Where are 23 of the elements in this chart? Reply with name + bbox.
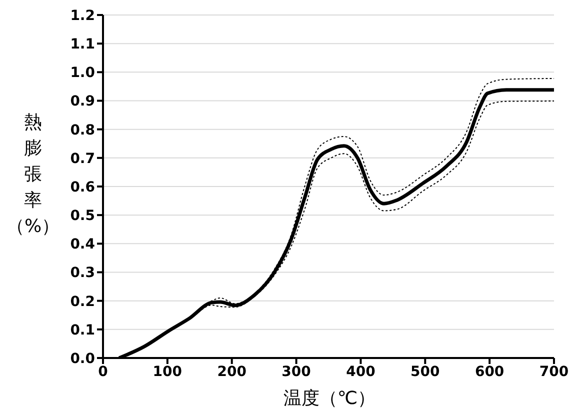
x-tick-label: 700	[539, 364, 569, 380]
y-tick-label: 0.7	[70, 150, 95, 167]
x-tick-label: 0	[98, 364, 108, 380]
y-tick-label: 0.2	[70, 294, 95, 310]
y-tick-label: 0.9	[70, 94, 95, 110]
y-tick-label: 0.6	[70, 179, 95, 196]
x-tick-label: 100	[152, 364, 182, 380]
y-tick-label: 1.2	[70, 8, 95, 24]
y-tick-label: 0.3	[70, 265, 95, 282]
y-tick-label: 1.0	[70, 65, 96, 82]
x-tick-label: 400	[346, 364, 376, 380]
y-tick-label: 0.8	[70, 122, 95, 138]
y-tick-label: 0.0	[70, 350, 96, 367]
x-axis-title: 温度（℃）	[282, 387, 377, 410]
y-tick-label: 1.1	[70, 36, 95, 53]
x-tick-label: 600	[474, 364, 504, 380]
y-tick-label: 0.1	[70, 322, 95, 338]
y-tick-label: 0.5	[70, 208, 95, 224]
x-tick-label: 500	[410, 364, 440, 380]
y-tick-label: 0.4	[70, 236, 96, 253]
x-tick-label: 300	[282, 364, 312, 380]
y-axis-title: 熱膨張率（%）	[6, 112, 60, 237]
x-tick-label: 200	[217, 364, 247, 380]
